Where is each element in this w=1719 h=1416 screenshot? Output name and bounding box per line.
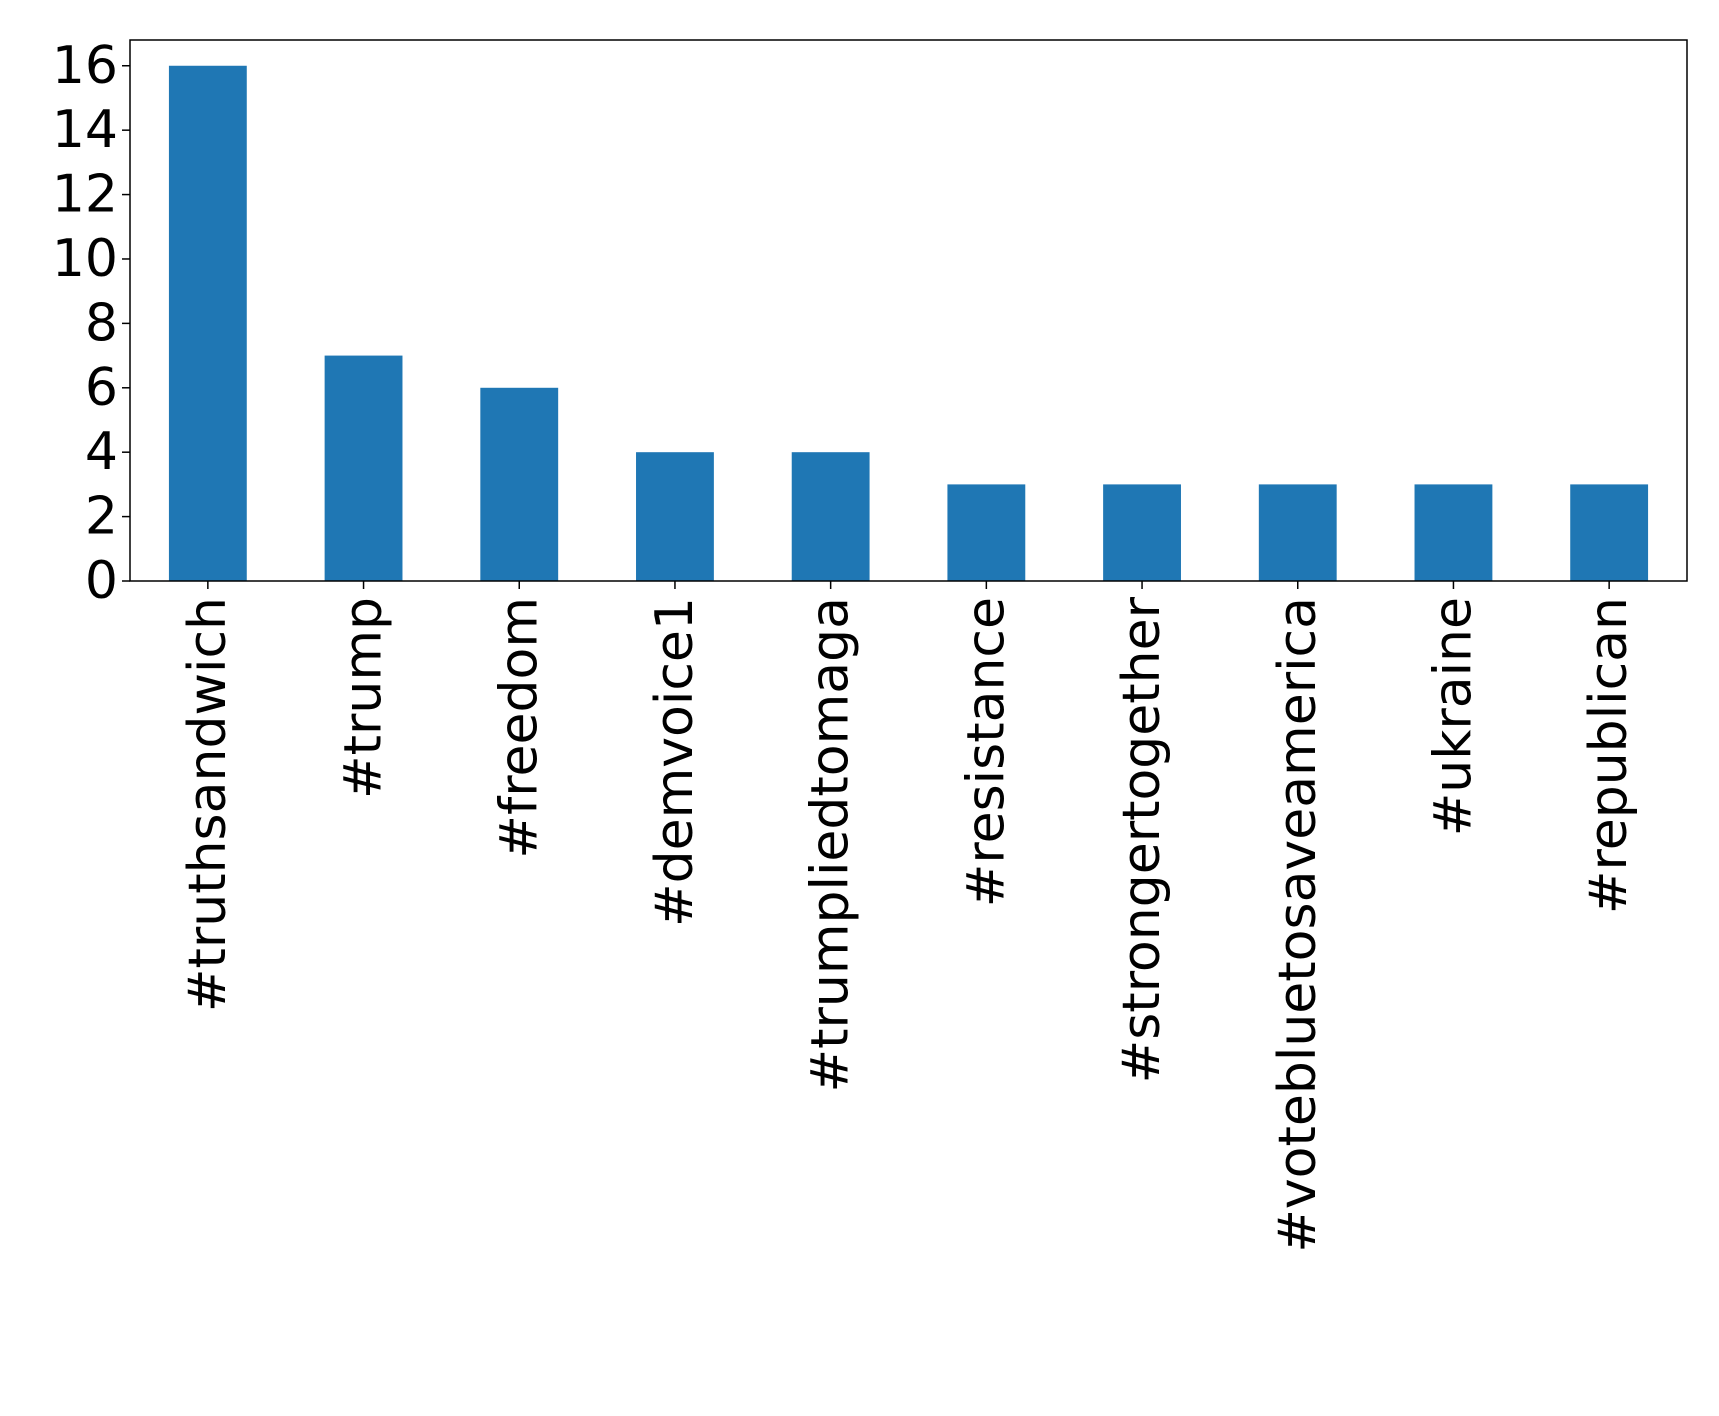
x-tick-label: #trumpliedtomaga bbox=[801, 597, 861, 1092]
bar bbox=[947, 484, 1026, 581]
y-tick-label: 8 bbox=[85, 293, 118, 353]
x-tick-label: #votebluetosaveamerica bbox=[1268, 597, 1328, 1253]
y-tick-label: 0 bbox=[85, 551, 118, 611]
x-tick-label: #trump bbox=[334, 597, 394, 799]
plot-frame bbox=[129, 39, 1688, 582]
x-tick-label: #ukraine bbox=[1423, 597, 1483, 836]
bar bbox=[1414, 484, 1493, 581]
y-tick-label: 4 bbox=[85, 422, 118, 482]
y-tick-label: 2 bbox=[85, 487, 118, 547]
y-tick-label: 12 bbox=[52, 165, 118, 225]
y-tick-label: 14 bbox=[52, 100, 118, 160]
bar bbox=[791, 452, 870, 581]
x-tick-label: #truthsandwich bbox=[178, 597, 238, 1012]
x-tick-label: #republican bbox=[1579, 597, 1639, 914]
bar bbox=[1258, 484, 1337, 581]
bar bbox=[1103, 484, 1181, 581]
bar bbox=[1570, 484, 1649, 581]
bar bbox=[168, 65, 247, 581]
x-tick-label: #freedom bbox=[489, 597, 549, 859]
bar bbox=[480, 387, 559, 581]
x-tick-label: #demvoice1 bbox=[645, 597, 705, 927]
y-tick-label: 6 bbox=[85, 358, 118, 418]
bar bbox=[636, 452, 714, 581]
y-tick-label: 10 bbox=[52, 229, 118, 289]
x-tick-label: #resistance bbox=[956, 597, 1016, 907]
y-tick-label: 16 bbox=[52, 36, 118, 96]
x-tick-label: #strongertogether bbox=[1112, 596, 1172, 1083]
bar bbox=[324, 355, 403, 581]
